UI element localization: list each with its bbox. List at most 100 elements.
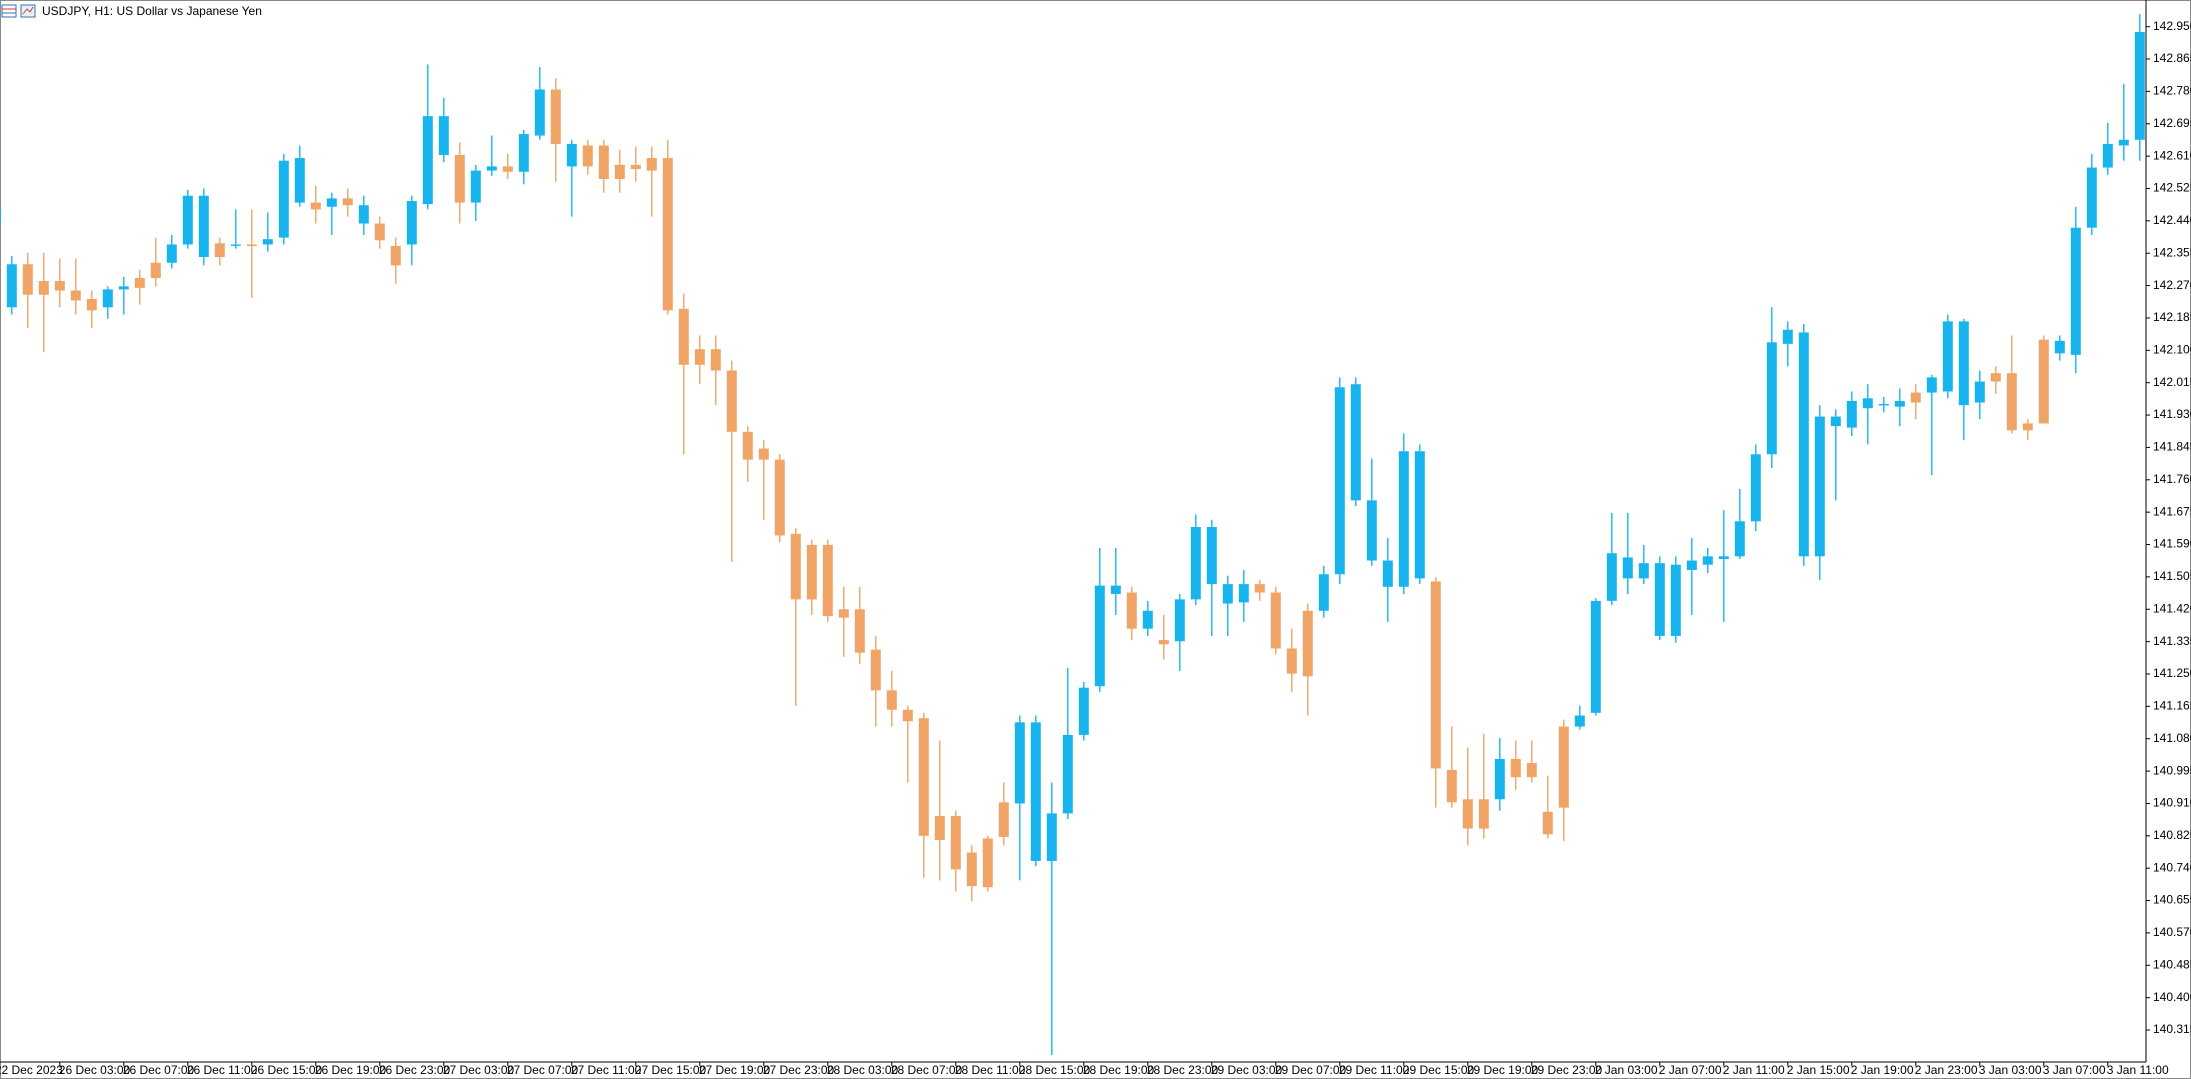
candle-body — [182, 195, 193, 245]
candle-body — [1686, 560, 1697, 571]
y-tick-label: 141.590 — [2153, 537, 2191, 551]
x-tick-label: 2 Jan 15:00 — [1787, 1063, 1850, 1077]
candle-body — [0, 206, 1, 221]
candle-body — [294, 158, 305, 203]
candle-body — [22, 264, 33, 295]
y-tick-label: 142.270 — [2153, 278, 2191, 292]
candle-body — [1702, 556, 1713, 565]
icon — [22, 6, 34, 15]
x-tick-label: 28 Dec 19:00 — [1083, 1063, 1155, 1077]
x-tick-label: 28 Dec 03:00 — [827, 1063, 899, 1077]
candle-body — [502, 166, 513, 172]
y-tick-label: 142.525 — [2153, 181, 2191, 195]
candle-body — [1382, 560, 1393, 587]
candle-body — [262, 239, 273, 245]
candle-body — [518, 134, 529, 172]
candle-body — [694, 349, 705, 365]
x-tick-label: 29 Dec 19:00 — [1467, 1063, 1539, 1077]
icon — [1, 4, 17, 18]
y-tick-label: 140.825 — [2153, 828, 2191, 842]
x-tick-label: 3 Jan 11:00 — [2107, 1063, 2169, 1077]
candle-body — [246, 244, 257, 246]
candle-body — [934, 816, 945, 841]
candle-body — [1078, 687, 1089, 735]
candle-body — [1478, 799, 1489, 829]
chart-title: USDJPY, H1: US Dollar vs Japanese Yen — [42, 4, 262, 18]
candle-body — [662, 158, 673, 311]
candle-body — [1974, 381, 1985, 403]
candle-body — [1942, 321, 1953, 392]
candle-body — [598, 145, 609, 179]
candle-body — [1222, 584, 1233, 604]
candle-body — [2118, 139, 2129, 146]
candle-body — [1318, 574, 1329, 611]
x-tick-label: 27 Dec 23:00 — [763, 1063, 835, 1077]
x-tick-label: 29 Dec 23:00 — [1531, 1063, 1603, 1077]
x-tick-label: 27 Dec 11:00 — [571, 1063, 642, 1077]
candle-body — [310, 202, 321, 210]
x-tick-label: 2 Jan 03:00 — [1595, 1063, 1658, 1077]
candle-body — [1430, 581, 1441, 769]
candle-body — [630, 164, 641, 170]
candle-body — [390, 245, 401, 266]
candle-body — [1174, 599, 1185, 642]
x-tick-label: 29 Dec 11:00 — [1339, 1063, 1410, 1077]
candle-body — [134, 277, 145, 288]
candle-body — [1670, 564, 1681, 636]
candle-body — [278, 160, 289, 238]
candle-body — [1014, 722, 1025, 804]
candle-body — [454, 154, 465, 203]
y-tick-label: 141.675 — [2153, 504, 2191, 518]
candle-body — [70, 290, 81, 301]
x-tick-label: 3 Jan 07:00 — [2043, 1063, 2106, 1077]
candle-body — [326, 198, 337, 207]
y-tick-label: 142.185 — [2153, 310, 2191, 324]
candle-body — [2006, 373, 2017, 431]
candle-body — [1398, 451, 1409, 587]
candle-body — [1414, 451, 1425, 579]
x-tick-label: 28 Dec 15:00 — [1019, 1063, 1091, 1077]
candle-body — [1606, 553, 1617, 601]
y-tick-label: 142.355 — [2153, 245, 2191, 259]
candle-body — [102, 289, 113, 308]
y-tick-label: 140.910 — [2153, 796, 2191, 810]
candle-body — [2022, 423, 2033, 431]
candle-body — [726, 370, 737, 432]
candle-body — [470, 170, 481, 203]
candle-body — [1622, 557, 1633, 579]
candle-body — [1718, 556, 1729, 559]
candle-body — [358, 205, 369, 224]
candle-body — [1046, 813, 1057, 861]
candle-body — [1846, 400, 1857, 428]
candle-body — [1782, 329, 1793, 344]
candle-body — [438, 116, 449, 155]
y-tick-label: 142.015 — [2153, 375, 2191, 389]
candle-body — [886, 690, 897, 710]
candle-body — [486, 166, 497, 171]
candle-body — [1574, 715, 1585, 727]
x-tick-label: 26 Dec 15:00 — [251, 1063, 323, 1077]
x-tick-label: 2 Jan 19:00 — [1851, 1063, 1914, 1077]
x-tick-label: 29 Dec 07:00 — [1275, 1063, 1347, 1077]
candle-body — [2134, 31, 2145, 140]
y-tick-label: 141.080 — [2153, 731, 2191, 745]
candle-body — [1590, 600, 1601, 713]
y-tick-label: 140.655 — [2153, 893, 2191, 907]
candle-body — [166, 244, 177, 263]
candle-body — [822, 544, 833, 617]
candle-body — [982, 838, 993, 888]
candle-body — [230, 244, 241, 246]
y-tick-label: 141.420 — [2153, 601, 2191, 615]
candle-body — [1206, 527, 1217, 585]
y-tick-label: 140.400 — [2153, 990, 2191, 1004]
candle-body — [1286, 648, 1297, 674]
candle-body — [1814, 416, 1825, 557]
candle-body — [2070, 227, 2081, 355]
candle-body — [1238, 584, 1249, 603]
candle-body — [566, 143, 577, 167]
y-tick-label: 141.335 — [2153, 634, 2191, 648]
x-tick-label: 27 Dec 15:00 — [635, 1063, 707, 1077]
x-tick-label: 26 Dec 11:00 — [187, 1063, 258, 1077]
